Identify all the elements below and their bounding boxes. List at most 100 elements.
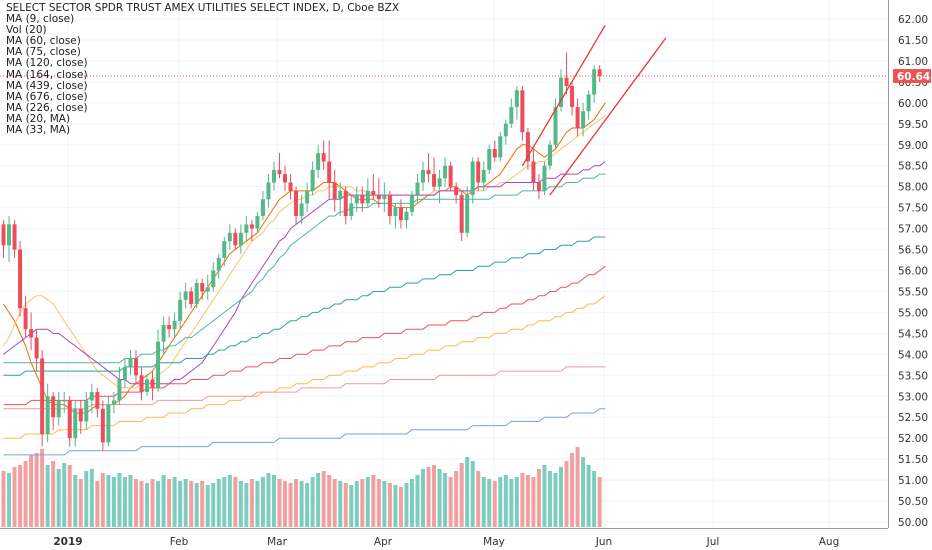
trendline[interactable] <box>549 37 667 196</box>
volume-bar <box>244 483 249 527</box>
volume-bar <box>581 457 586 527</box>
candle-body <box>487 148 492 170</box>
candle-body <box>45 396 50 434</box>
candle-body <box>161 324 166 342</box>
volume-bar <box>249 479 254 527</box>
candle-body <box>244 224 249 233</box>
price-axis[interactable]: 62.0061.5061.0060.5060.0059.5059.0058.50… <box>898 14 928 529</box>
candle <box>597 65 602 82</box>
candle <box>51 392 56 430</box>
candle <box>283 165 288 191</box>
candle-body <box>553 107 558 145</box>
candle <box>316 144 321 179</box>
volume-bar <box>592 471 597 527</box>
candle <box>376 178 381 208</box>
candle-body <box>12 224 17 250</box>
trendlines <box>521 24 667 196</box>
study-label-ma-9[interactable]: MA (9, close) <box>6 13 75 26</box>
volume-bar <box>40 449 45 527</box>
study-label-vol-20[interactable]: Vol (20) <box>6 24 47 37</box>
candle-body <box>23 308 28 330</box>
volume-bar <box>437 469 442 527</box>
volume-bar <box>509 479 514 527</box>
volume-bar <box>183 479 188 527</box>
trendline[interactable] <box>521 24 606 167</box>
candle <box>481 161 486 191</box>
candle <box>382 182 387 212</box>
volume-bar <box>84 471 89 527</box>
study-label-ma-164[interactable]: MA (164, close) <box>6 68 88 81</box>
volume-bar <box>78 479 83 527</box>
candle-body <box>183 291 188 300</box>
candle-body <box>100 408 105 443</box>
candlesticks <box>1 52 602 451</box>
volume-bar <box>448 477 453 527</box>
study-label-ma-20-ma[interactable]: MA (20, MA) <box>6 112 71 125</box>
ma-line <box>3 236 606 376</box>
candle <box>122 358 127 388</box>
volume-bar <box>398 487 403 527</box>
study-label-ma-226[interactable]: MA (226, close) <box>6 101 88 114</box>
candle <box>564 52 569 95</box>
candle-body <box>437 178 442 187</box>
ma-line <box>3 408 606 456</box>
study-label-ma-676[interactable]: MA (676, close) <box>6 90 88 103</box>
candle <box>338 182 343 217</box>
volume-bar <box>100 473 105 527</box>
price-tick-label: 57.50 <box>898 203 928 215</box>
price-tick-label: 59.50 <box>898 119 928 131</box>
candle-body <box>426 169 431 175</box>
volume-bar <box>34 453 39 527</box>
price-tick-label: 53.00 <box>898 391 928 403</box>
candle <box>288 174 293 200</box>
candle <box>216 253 221 279</box>
price-tick-label: 53.50 <box>898 370 928 382</box>
candle-body <box>122 366 127 380</box>
candle <box>238 224 243 254</box>
study-label-ma-120[interactable]: MA (120, close) <box>6 57 88 70</box>
study-label-ma-75[interactable]: MA (75, close) <box>6 46 81 59</box>
volume-bar <box>536 469 541 527</box>
volume-bar <box>89 469 94 527</box>
volume-bar <box>95 481 100 527</box>
time-tick-label: 2019 <box>53 536 82 548</box>
price-tick-label: 50.00 <box>898 517 928 529</box>
candle <box>459 190 464 242</box>
candle <box>404 207 409 229</box>
volume-bar <box>531 477 536 527</box>
study-label-ma-60[interactable]: MA (60, close) <box>6 35 81 48</box>
volume-bar <box>1 471 6 527</box>
candle <box>443 157 448 187</box>
candle-body <box>592 69 597 95</box>
candle-body <box>249 224 254 229</box>
candle-body <box>448 165 453 187</box>
time-axis[interactable]: 2019 Feb Mar Apr May Jun Jul Aug <box>53 536 839 548</box>
ma-line <box>3 161 606 385</box>
candle-body <box>338 190 343 200</box>
candle <box>189 287 194 309</box>
volume-bar <box>586 465 591 527</box>
volume-bar <box>404 483 409 527</box>
candle-body <box>222 241 227 258</box>
candle-body <box>509 107 514 124</box>
candle <box>492 140 497 162</box>
candle <box>581 102 586 137</box>
volume-bar <box>514 477 519 527</box>
study-label-ma-33-ma[interactable]: MA (33, MA) <box>6 124 71 137</box>
candle-body <box>327 161 332 183</box>
volume-bar <box>426 467 431 527</box>
candle-body <box>1 224 6 246</box>
candle <box>200 278 205 300</box>
study-label-ma-439[interactable]: MA (439, close) <box>6 79 88 92</box>
candle-body <box>305 190 310 204</box>
time-tick-label: Apr <box>374 536 393 548</box>
candle-body <box>216 257 221 271</box>
volume-bar <box>222 477 227 527</box>
candle <box>536 174 541 200</box>
candle <box>321 140 326 170</box>
ma-line <box>3 115 606 389</box>
price-tick-label: 58.50 <box>898 161 928 173</box>
candle <box>332 169 337 212</box>
candle-body <box>310 169 315 191</box>
volume-bar <box>487 479 492 527</box>
